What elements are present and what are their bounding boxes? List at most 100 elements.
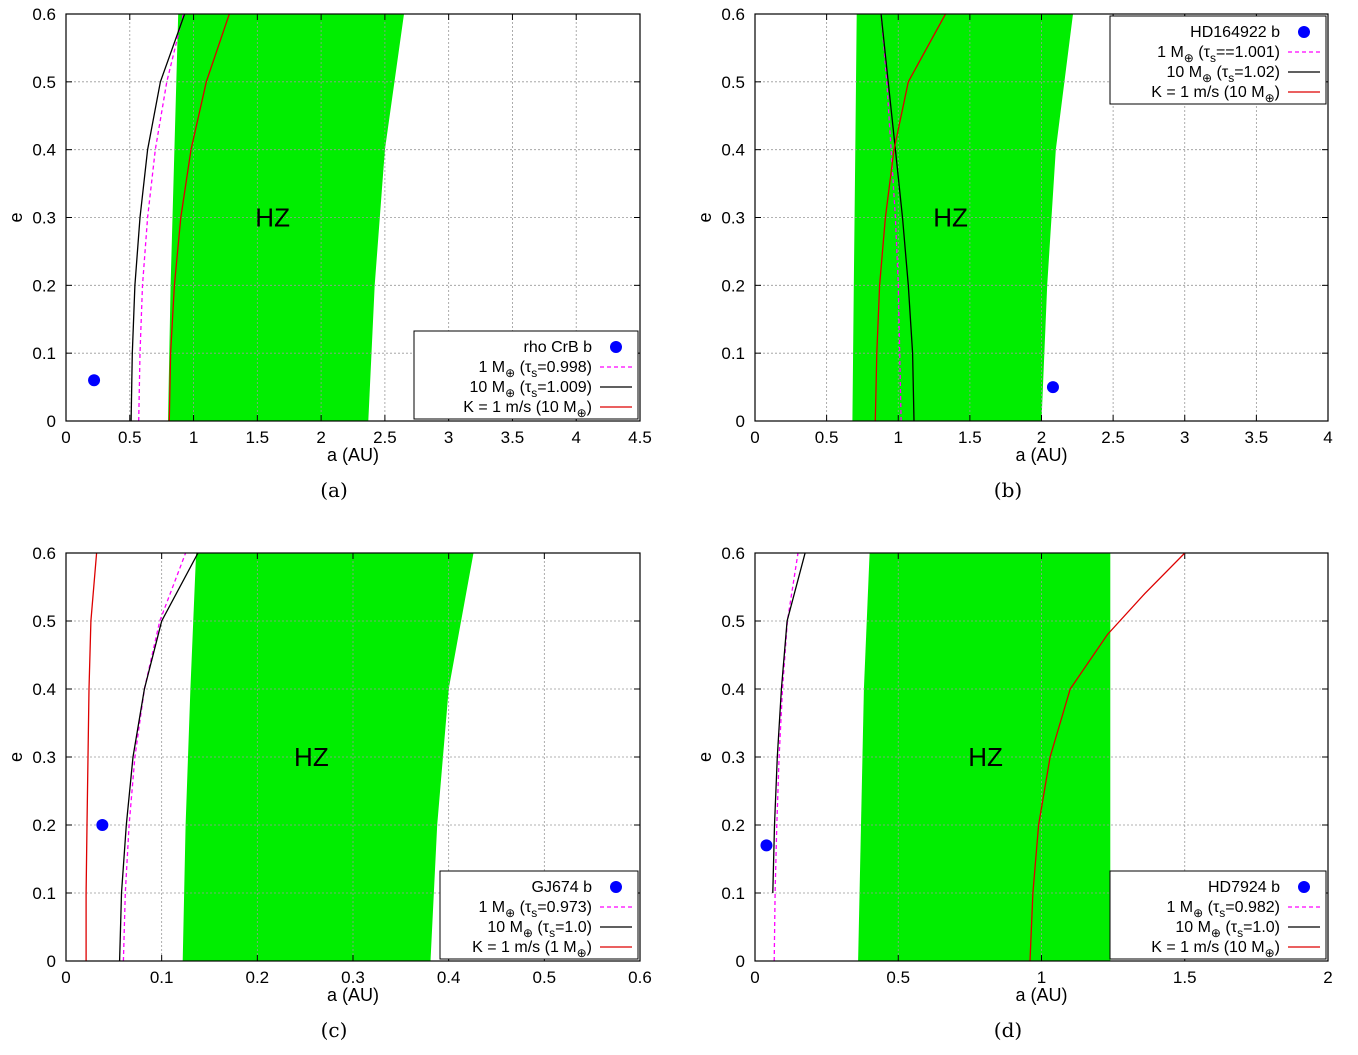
x-tick-label: 4.5: [628, 428, 652, 447]
legend-label: K = 1 m/s (10 M⊕): [463, 399, 592, 420]
x-tick-label: 0: [61, 968, 70, 987]
x-tick-label: 2.5: [1101, 428, 1125, 447]
hz-label: HZ: [255, 203, 290, 233]
y-tick-label: 0: [47, 952, 56, 971]
legend-box: [1109, 870, 1327, 960]
hz-label: HZ: [968, 742, 1003, 772]
legend-label: K = 1 m/s (1 M⊕): [472, 939, 592, 960]
legend-label: 1 M⊕ (τs=0.998): [478, 359, 592, 380]
y-tick-label: 0: [736, 412, 745, 431]
legend: HD164922 b 1 M⊕ (τs==1.001)10 M⊕ (τs=1.02…: [1109, 15, 1327, 105]
x-tick-label: 4: [1323, 428, 1332, 447]
y-tick-label: 0.1: [32, 884, 56, 903]
y-tick-label: 0.5: [32, 73, 56, 92]
y-tick-label: 0.3: [32, 748, 56, 767]
legend-marker-point: [610, 341, 622, 353]
ten-earth-mass-curve: [130, 14, 186, 421]
legend-box: [439, 870, 639, 960]
legend-label: 10 M⊕ (τs=1.0): [1175, 919, 1280, 940]
y-tick-label: 0.6: [721, 544, 745, 563]
x-tick-label: 0: [61, 428, 70, 447]
legend: GJ674 b 1 M⊕ (τs=0.973)10 M⊕ (τs=1.0)K = …: [439, 870, 639, 960]
y-tick-label: 0.6: [721, 5, 745, 24]
legend: HD7924 b 1 M⊕ (τs=0.982)10 M⊕ (τs=1.0)K =…: [1109, 870, 1327, 960]
planet-point: [760, 839, 773, 852]
one-earth-mass-curve: [138, 14, 185, 421]
y-tick-label: 0.2: [721, 816, 745, 835]
y-tick-label: 0: [736, 952, 745, 971]
legend-marker-point: [610, 881, 622, 893]
x-tick-label: 2: [1037, 428, 1046, 447]
x-axis-label: a (AU): [1015, 985, 1067, 1005]
x-tick-label: 0.5: [118, 428, 142, 447]
y-tick-label: 0.4: [32, 680, 56, 699]
x-tick-label: 0.4: [437, 968, 461, 987]
x-tick-label: 3: [444, 428, 453, 447]
x-axis-label: a (AU): [327, 985, 379, 1005]
y-tick-label: 0.5: [721, 73, 745, 92]
plot-frame: [754, 13, 1329, 422]
legend: rho CrB b 1 M⊕ (τs=0.998)10 M⊕ (τs=1.009)…: [413, 330, 639, 420]
x-tick-label: 0.5: [886, 968, 910, 987]
legend-label: GJ674 b: [532, 879, 593, 896]
panel-d: 0 0.5 1 1.5 2 0 0.1 0.2 0.3 0.4 0.5 0.6 HZ a (AU) e HD7…: [695, 544, 1333, 1042]
y-axis-label: e: [695, 752, 715, 762]
y-tick-label: 0.3: [32, 209, 56, 228]
legend-marker-point: [1298, 26, 1310, 38]
one-earth-mass-curve: [773, 553, 799, 961]
x-tick-label: 2: [1323, 968, 1332, 987]
y-axis-label: e: [6, 212, 26, 222]
legend-label: HD164922 b: [1190, 24, 1280, 41]
x-tick-label: 0: [750, 968, 759, 987]
x-tick-label: 1.5: [246, 428, 270, 447]
panel-c: 0 0.1 0.2 0.3 0.4 0.5 0.6 0 0.1 0.2 0.3 0.4 0.5 0.6 HZ…: [6, 544, 652, 1042]
x-tick-label: 0.3: [341, 968, 365, 987]
legend-marker-point: [1298, 881, 1310, 893]
x-axis-label: a (AU): [327, 445, 379, 465]
planet-point: [1046, 381, 1059, 394]
rv-limit-curve: [85, 553, 98, 961]
y-tick-label: 0.2: [721, 276, 745, 295]
habitable-zone: [182, 553, 474, 961]
y-tick-label: 0.2: [32, 816, 56, 835]
y-tick-label: 0.6: [32, 5, 56, 24]
y-axis-label: e: [695, 212, 715, 222]
panel-a: 0 0.5 1 1.5 2 2.5 3 3.5 4 4.5 0 0.1 0.2 0.3 0.4 0.5 0.6 H…: [6, 5, 652, 502]
ten-earth-mass-curve: [772, 553, 806, 894]
panel-caption: (c): [321, 1018, 348, 1042]
plot-frame: [754, 552, 1329, 962]
ten-earth-mass-curve: [880, 14, 915, 421]
legend-label: rho CrB b: [524, 339, 593, 356]
x-axis-label: a (AU): [1015, 445, 1067, 465]
x-tick-label: 0.6: [628, 968, 652, 987]
x-tick-label: 3.5: [501, 428, 525, 447]
hz-label: HZ: [933, 203, 968, 233]
plot-frame: [65, 13, 641, 422]
y-tick-label: 0.4: [32, 141, 56, 160]
y-tick-label: 0.5: [32, 612, 56, 631]
y-tick-label: 0.5: [721, 612, 745, 631]
legend-label: HD7924 b: [1208, 879, 1280, 896]
x-tick-label: 0.2: [246, 968, 270, 987]
rv-limit-curve: [874, 14, 947, 421]
legend-label: K = 1 m/s (10 M⊕): [1151, 84, 1280, 105]
y-tick-label: 0.4: [721, 141, 745, 160]
y-tick-label: 0.1: [721, 884, 745, 903]
legend-label: 10 M⊕ (τs=1.02): [1166, 64, 1280, 85]
ten-earth-mass-curve: [118, 553, 199, 961]
legend-label: 1 M⊕ (τs=0.982): [1166, 899, 1280, 920]
legend-box: [413, 330, 639, 420]
x-tick-label: 0.5: [815, 428, 839, 447]
y-tick-label: 0: [47, 412, 56, 431]
planet-point: [96, 819, 109, 831]
one-earth-mass-curve: [122, 553, 187, 961]
y-tick-label: 0.1: [32, 344, 56, 363]
planet-point: [88, 374, 101, 387]
y-tick-label: 0.4: [721, 680, 745, 699]
rv-limit-curve: [168, 14, 230, 421]
y-tick-label: 0.6: [32, 544, 56, 563]
x-tick-label: 4: [571, 428, 580, 447]
x-tick-label: 0: [750, 428, 759, 447]
habitable-zone: [852, 14, 1073, 421]
